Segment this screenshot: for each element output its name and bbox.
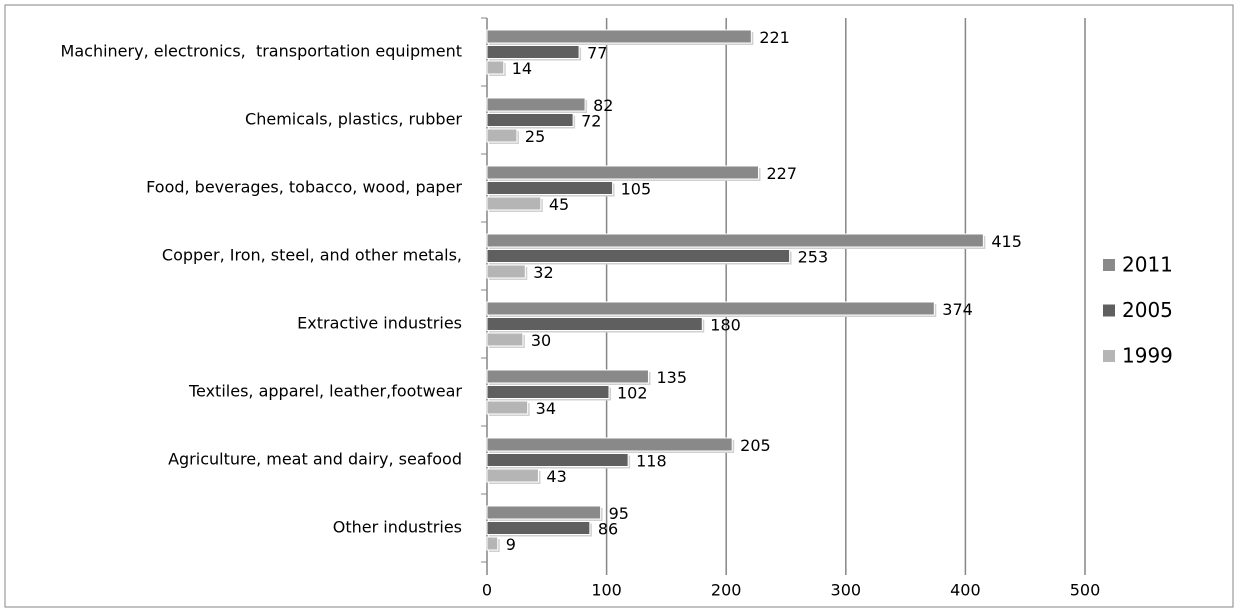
bar — [486, 60, 505, 75]
y-tick-label: Agriculture, meat and dairy, seafood — [168, 450, 462, 469]
x-tick-label: 300 — [831, 581, 862, 600]
bar — [486, 536, 499, 551]
bar — [486, 181, 614, 195]
bar — [486, 29, 752, 44]
data-label: 105 — [621, 180, 652, 199]
bar — [486, 369, 649, 384]
legend-swatch — [1103, 259, 1115, 271]
bar — [486, 113, 574, 127]
bar — [486, 264, 526, 279]
data-label: 32 — [533, 263, 553, 282]
data-label: 25 — [525, 127, 545, 146]
bar — [486, 468, 539, 483]
bar — [486, 385, 610, 399]
data-label: 77 — [587, 44, 607, 63]
bar — [486, 249, 791, 263]
legend-swatch — [1103, 304, 1115, 317]
data-label: 253 — [798, 248, 829, 267]
y-tick-label: Copper, Iron, steel, and other metals, — [162, 246, 462, 265]
bar — [486, 505, 602, 520]
bar — [486, 453, 629, 467]
data-label: 205 — [740, 436, 771, 455]
bar — [486, 97, 586, 112]
data-label: 118 — [636, 452, 667, 471]
legend-label: 2011 — [1122, 253, 1173, 277]
x-tick-label: 100 — [591, 581, 622, 600]
x-tick-label: 400 — [950, 581, 981, 600]
y-tick-label: Extractive industries — [297, 314, 462, 333]
bar — [486, 437, 733, 452]
data-label: 9 — [506, 535, 516, 554]
x-tick-label: 500 — [1070, 581, 1101, 600]
y-tick-label: Machinery, electronics, transportation e… — [61, 42, 462, 61]
bar — [486, 128, 518, 143]
y-tick-label: Chemicals, plastics, rubber — [245, 110, 462, 129]
data-label: 221 — [759, 28, 790, 47]
legend-label: 1999 — [1122, 344, 1173, 368]
bar — [486, 301, 935, 316]
bar — [486, 332, 524, 347]
y-tick-label: Other industries — [333, 518, 462, 537]
data-label: 415 — [991, 232, 1022, 251]
data-label: 82 — [593, 96, 613, 115]
x-tick-label: 200 — [711, 581, 742, 600]
bar — [486, 317, 703, 331]
data-label: 180 — [710, 316, 741, 335]
data-label: 14 — [512, 59, 532, 78]
data-label: 30 — [531, 331, 551, 350]
y-tick-label: Textiles, apparel, leather,footwear — [188, 382, 462, 401]
data-label: 34 — [536, 399, 556, 418]
data-label: 374 — [942, 300, 973, 319]
bar — [486, 400, 529, 415]
bar — [486, 521, 591, 535]
data-label: 86 — [598, 520, 618, 539]
data-label: 95 — [609, 504, 629, 523]
legend-swatch — [1103, 350, 1115, 362]
data-label: 135 — [656, 368, 687, 387]
data-label: 72 — [581, 112, 601, 131]
data-label: 45 — [549, 195, 569, 214]
data-label: 43 — [546, 467, 566, 486]
x-tick-label: 0 — [482, 581, 492, 600]
bar — [486, 196, 542, 211]
y-tick-label: Food, beverages, tobacco, wood, paper — [146, 178, 462, 197]
bar — [486, 165, 759, 180]
data-label: 102 — [617, 384, 648, 403]
data-label: 227 — [766, 164, 797, 183]
legend-label: 2005 — [1122, 298, 1173, 322]
bar — [486, 233, 984, 248]
bar — [486, 45, 580, 59]
